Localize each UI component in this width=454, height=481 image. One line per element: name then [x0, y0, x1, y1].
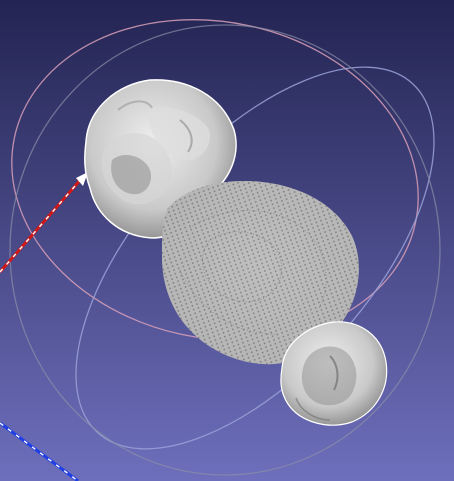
point-cloud-mesh[interactable]	[162, 181, 359, 365]
axis-y-dash	[0, 422, 79, 481]
axis-indicators	[0, 172, 88, 481]
lower-molar-mesh[interactable]	[280, 321, 388, 426]
trackball-ring-z[interactable]	[9, 24, 441, 476]
trackball-ring-x[interactable]	[0, 0, 448, 377]
tooth-model[interactable]	[84, 79, 388, 426]
axis-x-dash	[0, 177, 83, 273]
axis-x-arrow-icon	[76, 172, 88, 186]
